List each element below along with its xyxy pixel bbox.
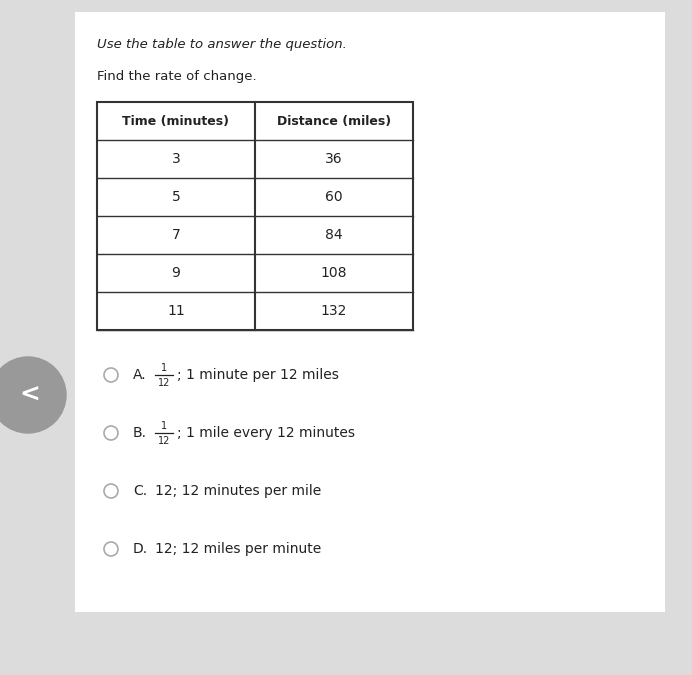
Circle shape — [0, 357, 66, 433]
Text: A.: A. — [133, 368, 147, 382]
Text: 132: 132 — [321, 304, 347, 318]
Text: 36: 36 — [325, 152, 343, 166]
Text: Time (minutes): Time (minutes) — [122, 115, 230, 128]
Text: D.: D. — [133, 542, 148, 556]
Text: 11: 11 — [167, 304, 185, 318]
Text: 108: 108 — [321, 266, 347, 280]
Text: 84: 84 — [325, 228, 343, 242]
Text: Find the rate of change.: Find the rate of change. — [97, 70, 257, 83]
Text: C.: C. — [133, 484, 147, 498]
Text: Use the table to answer the question.: Use the table to answer the question. — [97, 38, 347, 51]
Text: 3: 3 — [172, 152, 181, 166]
Text: <: < — [19, 383, 40, 407]
Text: 12: 12 — [158, 436, 170, 446]
Text: 7: 7 — [172, 228, 181, 242]
Text: B.: B. — [133, 426, 147, 440]
Text: 12; 12 miles per minute: 12; 12 miles per minute — [155, 542, 321, 556]
FancyBboxPatch shape — [75, 12, 665, 612]
Text: 1: 1 — [161, 421, 167, 431]
Text: 1: 1 — [161, 363, 167, 373]
Text: 5: 5 — [172, 190, 181, 204]
Text: ; 1 mile every 12 minutes: ; 1 mile every 12 minutes — [177, 426, 355, 440]
FancyBboxPatch shape — [97, 102, 413, 330]
Text: 9: 9 — [172, 266, 181, 280]
Text: ; 1 minute per 12 miles: ; 1 minute per 12 miles — [177, 368, 339, 382]
Text: Distance (miles): Distance (miles) — [277, 115, 391, 128]
Text: 12; 12 minutes per mile: 12; 12 minutes per mile — [155, 484, 321, 498]
Text: 12: 12 — [158, 378, 170, 388]
Text: 60: 60 — [325, 190, 343, 204]
